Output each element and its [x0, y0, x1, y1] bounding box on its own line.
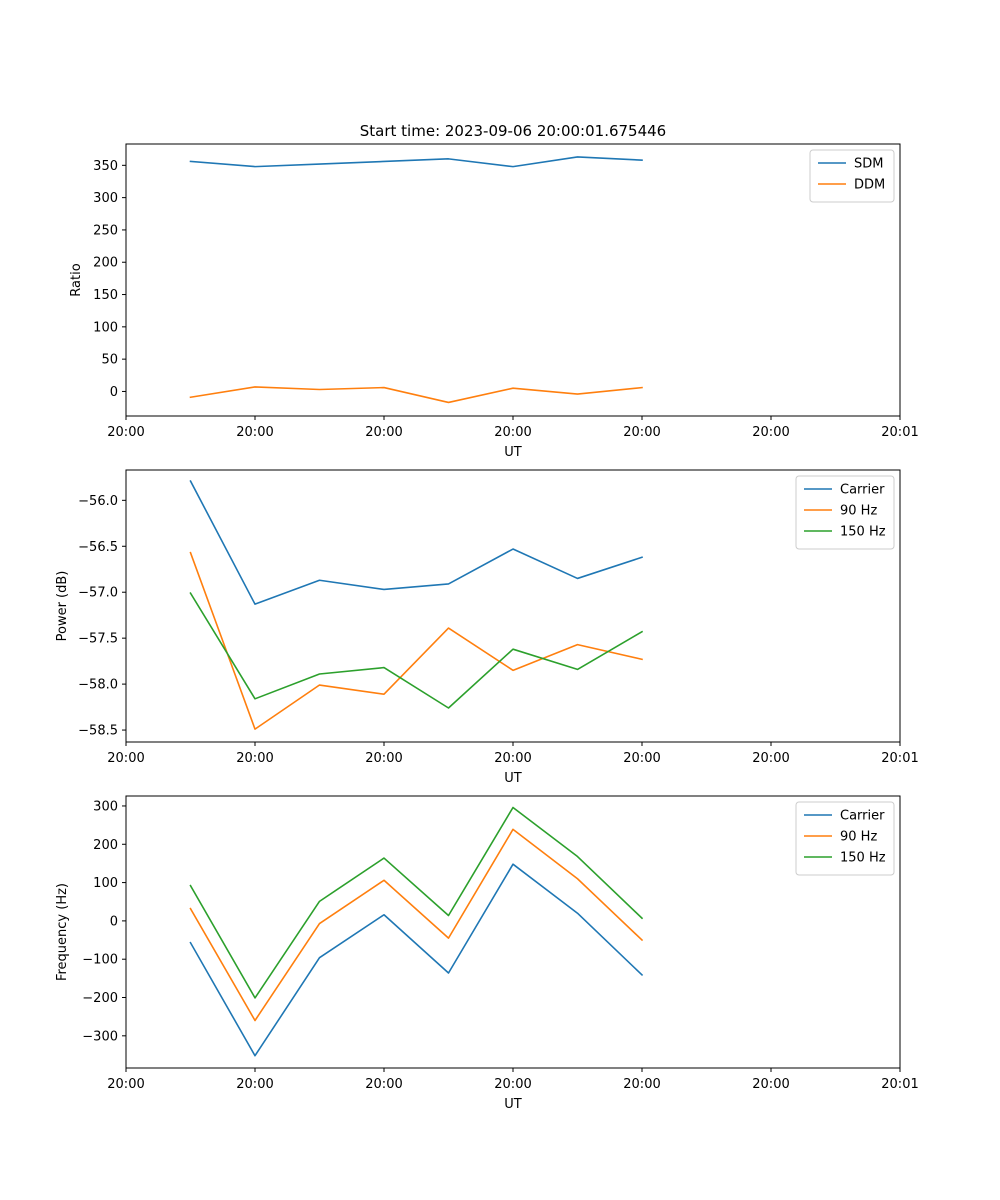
- y-tick-label: 50: [101, 353, 118, 368]
- y-tick-label: 350: [93, 159, 118, 174]
- y-tick-label: 100: [93, 876, 118, 891]
- legend-label: 90 Hz: [840, 830, 877, 845]
- y-axis-label: Ratio: [69, 263, 84, 296]
- y-tick-label: −58.5: [78, 724, 118, 739]
- legend-label: 150 Hz: [840, 851, 886, 866]
- legend-label: 90 Hz: [840, 504, 877, 519]
- x-tick-label: 20:00: [365, 1077, 402, 1092]
- y-tick-label: −300: [82, 1029, 118, 1044]
- x-tick-label: 20:00: [236, 425, 273, 440]
- y-tick-label: −200: [82, 991, 118, 1006]
- y-tick-label: 200: [93, 838, 118, 853]
- chart-panel-2: 20:00 20:00 20:00 20:00 20:00 20:00 20:01 −58.5…: [55, 469, 919, 786]
- series-line-90-hz: [189, 551, 643, 730]
- y-tick-label: 250: [93, 223, 118, 238]
- legend: Carrier 90 Hz 150 Hz: [795, 801, 895, 876]
- y-tick-label: 150: [93, 288, 118, 303]
- series-line-carrier: [189, 863, 644, 1057]
- x-tick-label: 20:00: [365, 751, 402, 766]
- y-tick-label: 300: [93, 799, 118, 814]
- y-tick-label: −100: [82, 953, 118, 968]
- y-tick-label: 0: [110, 914, 118, 929]
- x-tick-label: 20:00: [494, 425, 531, 440]
- x-tick-label: 20:00: [752, 751, 789, 766]
- y-tick-label: 200: [93, 256, 118, 271]
- y-tick-label: 100: [93, 320, 118, 335]
- x-tick-label: 20:00: [752, 1077, 789, 1092]
- series-line-150-hz: [189, 592, 644, 709]
- legend-label: DDM: [854, 178, 885, 193]
- chart-panel-3: 20:00 20:00 20:00 20:00 20:00 20:00 20:01 −300 −…: [55, 795, 919, 1112]
- series-line-ddm: [189, 386, 643, 404]
- x-tick-label: 20:00: [107, 1077, 144, 1092]
- legend: Carrier 90 Hz 150 Hz: [795, 475, 895, 550]
- x-tick-label: 20:00: [236, 751, 273, 766]
- x-tick-label: 20:00: [236, 1077, 273, 1092]
- x-tick-label: 20:00: [623, 1077, 660, 1092]
- legend-label: SDM: [854, 157, 883, 172]
- y-tick-label: 300: [93, 191, 118, 206]
- x-tick-label: 20:00: [623, 751, 660, 766]
- x-tick-label: 20:00: [623, 425, 660, 440]
- x-axis-label: UT: [504, 1097, 522, 1112]
- x-tick-label: 20:00: [752, 425, 789, 440]
- figure-title: Start time: 2023-09-06 20:00:01.675446: [360, 122, 666, 140]
- legend-label: Carrier: [840, 809, 885, 824]
- y-tick-label: −56.5: [78, 540, 118, 555]
- series-line-sdm: [189, 156, 643, 168]
- plot-area: 20:00 20:00 20:00 20:00 20:00 20:00 20:01 0 50 10…: [55, 143, 919, 1112]
- x-tick-label: 20:00: [494, 1077, 531, 1092]
- y-axis-label: Power (dB): [55, 571, 70, 642]
- x-tick-label: 20:00: [107, 751, 144, 766]
- x-tick-label: 20:00: [107, 425, 144, 440]
- legend: SDM DDM: [809, 149, 895, 203]
- x-axis-label: UT: [504, 771, 522, 786]
- y-tick-label: −58.0: [78, 678, 118, 693]
- x-axis-label: UT: [504, 445, 522, 460]
- x-tick-label: 20:01: [881, 1077, 918, 1092]
- y-tick-label: −57.5: [78, 632, 118, 647]
- x-tick-label: 20:01: [881, 751, 918, 766]
- x-tick-label: 20:01: [881, 425, 918, 440]
- chart-panel-1: 20:00 20:00 20:00 20:00 20:00 20:00 20:01 0 50 10…: [69, 143, 919, 460]
- legend-label: Carrier: [840, 483, 885, 498]
- series-line-90-hz: [189, 828, 644, 1022]
- series-line-carrier: [189, 479, 644, 605]
- x-tick-label: 20:00: [365, 425, 402, 440]
- y-tick-label: −57.0: [78, 586, 118, 601]
- x-tick-label: 20:00: [494, 751, 531, 766]
- y-axis-label: Frequency (Hz): [55, 883, 70, 981]
- y-tick-label: 0: [110, 385, 118, 400]
- legend-label: 150 Hz: [840, 525, 886, 540]
- y-tick-label: −56.0: [78, 494, 118, 509]
- series-line-150-hz: [189, 806, 644, 999]
